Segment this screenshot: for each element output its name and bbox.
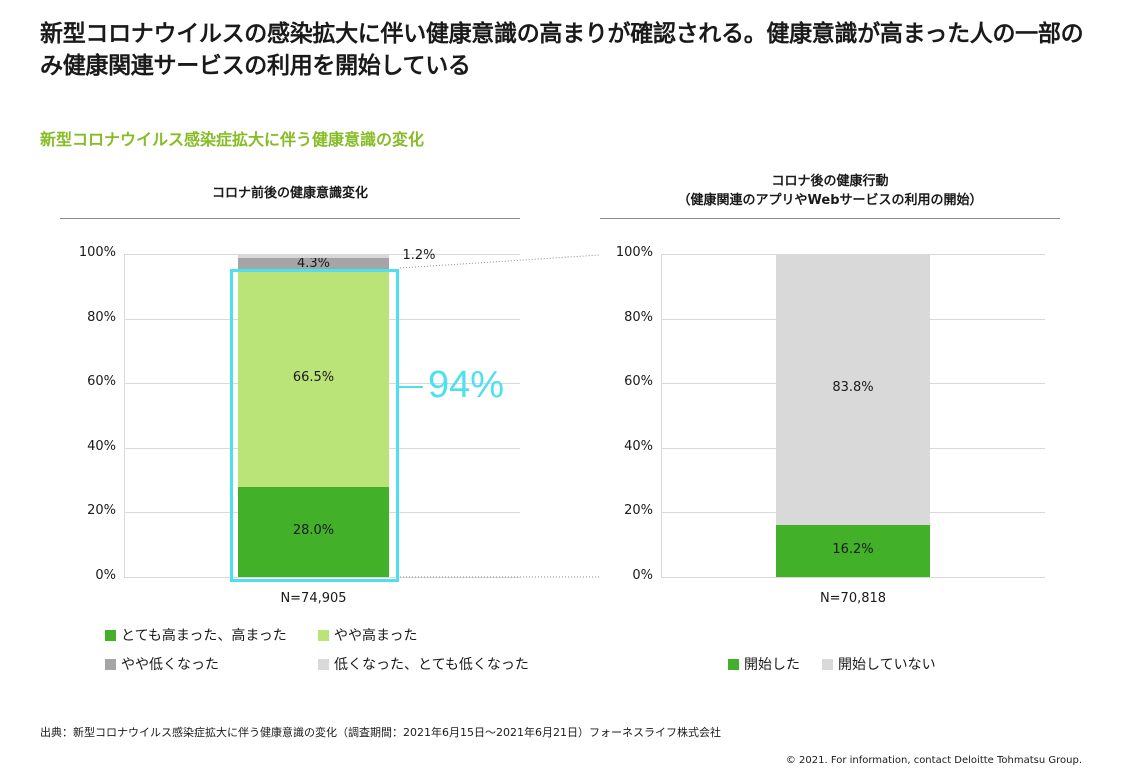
- legend-swatch: [728, 658, 739, 670]
- legend-label: 低くなった、とても低くなった: [334, 657, 529, 673]
- y-tick-label: 60%: [624, 374, 653, 389]
- y-tick-label: 40%: [624, 439, 653, 454]
- y-tick-label: 0%: [632, 568, 653, 583]
- legend-label: やや高まった: [334, 628, 418, 644]
- bar-segment: [776, 524, 930, 577]
- bar-segment: [238, 257, 389, 272]
- legend-swatch: [318, 629, 329, 641]
- legend-item-started: 開始した: [728, 654, 800, 674]
- y-tick-label: 20%: [87, 503, 116, 518]
- bar-segment: [238, 254, 389, 258]
- legend-label: やや低くなった: [121, 657, 219, 673]
- legend-item-slightly-higher: やや高まった: [318, 625, 417, 645]
- legend-item-not-started: 開始していない: [822, 654, 936, 674]
- highlight-box: [230, 268, 399, 582]
- category-label: N=74,905: [280, 591, 347, 606]
- right-chart-title: コロナ後の健康行動 （健康関連のアプリやWebサービスの利用の開始）: [600, 172, 1060, 210]
- connector-top-line: [399, 254, 601, 269]
- data-label: 83.8%: [832, 380, 874, 396]
- data-label: 1.2%: [402, 248, 436, 263]
- y-tick-label: 100%: [615, 245, 653, 260]
- bar-segment: [238, 486, 389, 577]
- y-tick-label: 100%: [78, 245, 116, 260]
- legend-item-much-higher: とても高まった、高まった: [105, 625, 287, 645]
- y-tick-label: 40%: [87, 439, 116, 454]
- legend-swatch: [105, 629, 116, 641]
- data-label: 66.5%: [292, 370, 335, 386]
- left-chart: 0% 20% 40% 60% 80% 100% 28.0% 66.5% 4.3% 1.2% N=74…: [0, 0, 560, 700]
- left-chart-title: コロナ前後の健康意識変化: [211, 186, 368, 201]
- right-chart-title-line1: コロナ後の健康行動: [771, 174, 889, 189]
- y-axis-line: [124, 254, 125, 577]
- legend-label: とても高まった、高まった: [121, 628, 287, 644]
- y-tick-label: 20%: [624, 503, 653, 518]
- y-tick-label: 80%: [87, 310, 116, 325]
- legend-swatch: [822, 658, 833, 670]
- legend-item-slightly-lower: やや低くなった: [105, 654, 219, 674]
- y-tick-label: 60%: [87, 374, 116, 389]
- right-chart-title-rule: [600, 218, 1060, 219]
- callout-leader: [399, 386, 423, 389]
- section-subtitle: 新型コロナウイルス感染症拡大に伴う健康意識の変化: [40, 130, 425, 149]
- y-axis-line: [661, 254, 662, 577]
- data-label: 4.3%: [296, 255, 331, 271]
- legend-item-lower: 低くなった、とても低くなった: [318, 654, 529, 674]
- y-tick-label: 0%: [95, 568, 116, 583]
- data-label: 28.0%: [292, 522, 335, 538]
- percent-callout: 94%: [428, 364, 505, 407]
- bar-segment: [238, 271, 389, 487]
- legend-label: 開始した: [744, 657, 800, 673]
- right-chart-title-line2: （健康関連のアプリやWebサービスの利用の開始）: [677, 193, 983, 208]
- gridline: [124, 577, 520, 578]
- gridline: [661, 577, 1045, 578]
- legend-swatch: [105, 658, 116, 670]
- left-chart-title-rule: [60, 218, 520, 219]
- copyright: © 2021. For information, contact Deloitt…: [785, 755, 1082, 766]
- data-label: 16.2%: [832, 541, 874, 557]
- right-chart: 0% 20% 40% 60% 80% 100% 16.2% 83.8% N=70,818: [615, 245, 1045, 606]
- bar-segment: [776, 254, 930, 525]
- y-tick-label: 80%: [624, 310, 653, 325]
- legend-swatch: [318, 658, 329, 670]
- category-label: N=70,818: [819, 591, 887, 606]
- page-headline: 新型コロナウイルスの感染拡大に伴い健康意識の高まりが確認される。健康意識が高まっ…: [40, 21, 1084, 79]
- source-note: 出典：新型コロナウイルス感染症拡大に伴う健康意識の変化（調査期間：2021年6月…: [40, 726, 721, 739]
- legend-label: 開始していない: [838, 657, 936, 673]
